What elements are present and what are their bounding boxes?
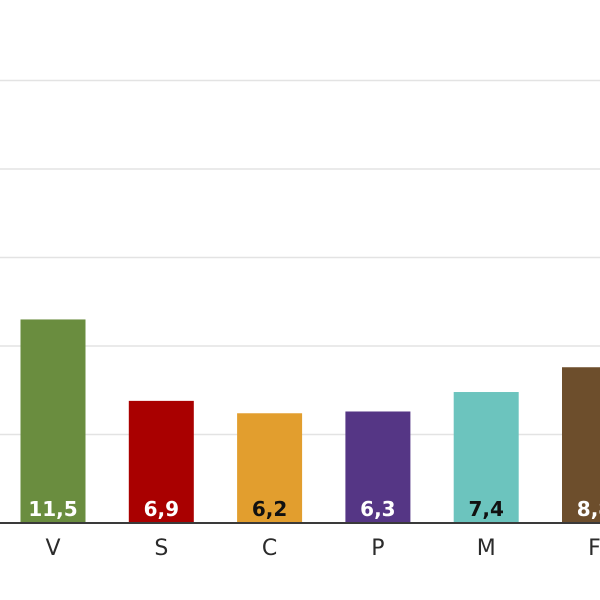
value-label-f: 8,8 bbox=[577, 497, 600, 521]
bar-c bbox=[237, 413, 303, 523]
value-label-p: 6,3 bbox=[360, 497, 395, 521]
value-label-c: 6,2 bbox=[252, 497, 287, 521]
tick-label-p: P bbox=[371, 536, 384, 561]
bar-p bbox=[345, 411, 411, 523]
value-label-m: 7,4 bbox=[468, 497, 503, 521]
value-label-s: 6,9 bbox=[144, 497, 179, 521]
bar-m bbox=[453, 392, 519, 523]
bar-f bbox=[562, 367, 600, 523]
tick-label-s: S bbox=[154, 536, 168, 561]
bars: 11,5 6,9 6,2 6,3 7,4 8,8 bbox=[20, 319, 600, 523]
bar-s bbox=[128, 400, 194, 523]
value-label-v: 11,5 bbox=[28, 497, 77, 521]
bar-v bbox=[20, 319, 86, 523]
tick-label-v: V bbox=[45, 536, 60, 561]
tick-label-m: M bbox=[477, 536, 496, 561]
tick-label-f: F bbox=[588, 536, 600, 561]
tick-label-c: C bbox=[262, 536, 277, 561]
